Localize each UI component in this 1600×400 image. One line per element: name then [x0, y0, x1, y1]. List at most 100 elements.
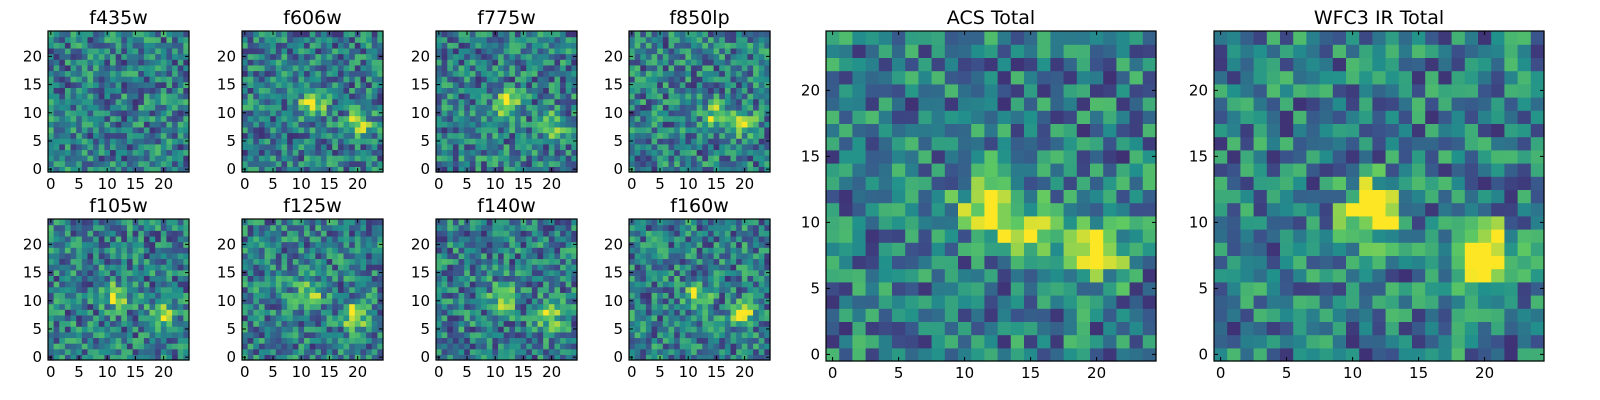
heatmap-cell [469, 348, 477, 355]
heatmap-cell [514, 326, 522, 333]
heatmap-cell [110, 258, 117, 265]
heatmap-cell [115, 76, 122, 83]
heatmap-cell [458, 235, 465, 243]
heatmap-cell [554, 219, 561, 226]
heatmap-cell [298, 104, 305, 111]
heatmap-cell [520, 138, 527, 145]
heatmap-cell [475, 166, 482, 173]
heatmap-cell [696, 121, 703, 128]
heatmap-cell [177, 303, 184, 310]
heatmap-cell [560, 252, 567, 260]
heatmap-cell [247, 59, 254, 66]
heatmap-cell [320, 314, 328, 322]
heatmap-cell [160, 93, 168, 100]
heatmap-cell [121, 348, 128, 355]
heatmap-cell [441, 47, 448, 55]
heatmap-cell [104, 247, 111, 254]
heatmap-cell [554, 81, 561, 88]
heatmap-cell [651, 297, 658, 305]
heatmap-cell [337, 166, 345, 173]
heatmap-cell [360, 143, 367, 151]
heatmap-cell [332, 126, 339, 134]
heatmap-cell [253, 309, 260, 316]
heatmap-cell [53, 104, 60, 111]
heatmap-cell [458, 314, 465, 322]
heatmap-cell [177, 42, 184, 49]
heatmap-cell [758, 126, 765, 134]
heatmap-cell [645, 326, 653, 333]
heatmap-cell [115, 292, 122, 299]
heatmap-cell [298, 64, 305, 72]
heatmap-cell [110, 219, 117, 226]
heatmap-cell [172, 320, 179, 327]
heatmap-cell [377, 252, 384, 260]
heatmap-cell [509, 264, 516, 271]
heatmap-cell [242, 224, 249, 231]
heatmap-cell [571, 252, 578, 260]
heatmap-cell [177, 252, 184, 260]
heatmap-cell [332, 303, 339, 310]
heatmap-cell [93, 121, 100, 128]
heatmap-cell [475, 230, 482, 237]
heatmap-cell [155, 348, 162, 355]
heatmap-cell [275, 70, 283, 77]
heatmap-cell [520, 297, 527, 305]
heatmap-cell [481, 149, 488, 156]
heatmap-cell [537, 281, 544, 288]
heatmap-cell [469, 155, 477, 162]
heatmap-cell [183, 76, 190, 83]
heatmap-cell [354, 59, 362, 66]
heatmap-cell [48, 252, 55, 260]
heatmap-cell [441, 138, 448, 145]
heatmap-cell [458, 337, 465, 344]
heatmap-cell [571, 219, 578, 226]
heatmap-cell [354, 36, 362, 43]
x-tick-label: 0 [240, 363, 250, 381]
heatmap-cell [242, 309, 249, 316]
heatmap-cell [452, 297, 460, 305]
heatmap-cell [349, 314, 356, 322]
heatmap-cell [275, 252, 283, 260]
heatmap-cell [753, 286, 760, 293]
heatmap-cell [281, 224, 288, 231]
heatmap-cell [143, 235, 151, 243]
heatmap-cell [464, 269, 471, 276]
heatmap-cell [458, 269, 465, 276]
heatmap-cell [275, 264, 283, 271]
heatmap-cell [76, 121, 83, 128]
heatmap-cell [645, 160, 653, 167]
heatmap-cell [629, 143, 636, 151]
heatmap-cell [287, 126, 294, 134]
heatmap-cell [458, 264, 465, 271]
heatmap-cell [629, 314, 636, 322]
heatmap-cell [741, 115, 749, 122]
heatmap-cell [679, 138, 686, 145]
heatmap-cell [326, 160, 333, 167]
heatmap-cell [481, 320, 488, 327]
heatmap-cell [475, 219, 482, 226]
heatmap-cell [337, 235, 345, 243]
heatmap-cell [565, 230, 572, 237]
heatmap-cell [242, 275, 249, 282]
heatmap-cell [548, 348, 556, 355]
heatmap-cell [53, 87, 60, 94]
heatmap-cell [514, 166, 522, 173]
heatmap-cell [98, 337, 105, 344]
heatmap-cell [166, 219, 173, 226]
heatmap-cell [138, 143, 145, 151]
heatmap-cell [53, 326, 60, 333]
heatmap-cell [292, 281, 299, 288]
heatmap-cell [509, 143, 516, 151]
heatmap-cell [115, 354, 122, 361]
heatmap-cell [464, 36, 471, 43]
heatmap-cell [98, 320, 105, 327]
heatmap-cell [458, 53, 465, 60]
heatmap-cell [634, 70, 641, 77]
heatmap-cell [110, 320, 117, 327]
heatmap-cell [747, 354, 754, 361]
heatmap-cell [349, 219, 356, 226]
heatmap-cell [320, 104, 328, 111]
heatmap-cell [253, 76, 260, 83]
heatmap-cell [366, 331, 373, 339]
heatmap-cell [758, 343, 765, 350]
